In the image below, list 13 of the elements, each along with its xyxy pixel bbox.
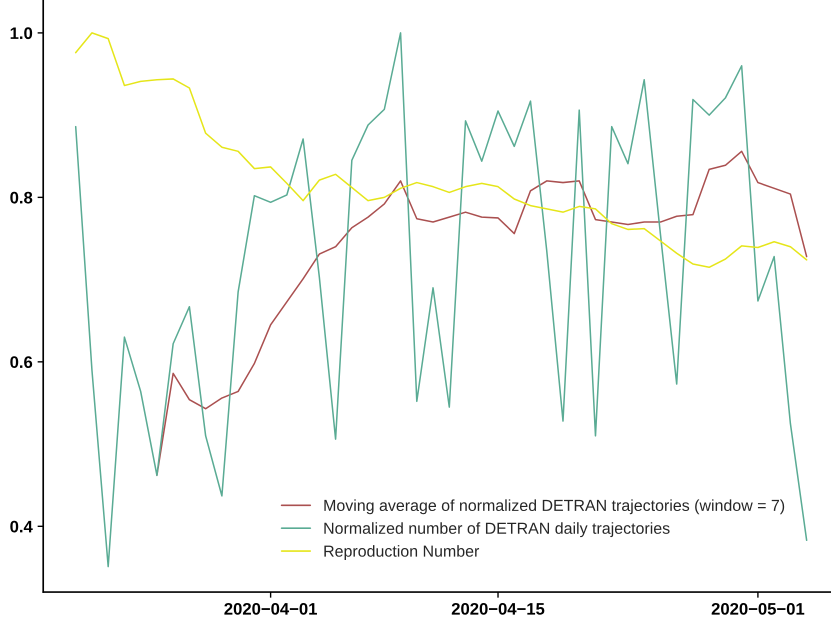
x-tick-label: 2020−05−01 [712, 602, 804, 615]
y-tick-label: 0.8 [10, 192, 32, 204]
line-series [74, 32, 808, 268]
line-series [74, 32, 808, 568]
legend-label: Reproduction Number [324, 545, 480, 560]
legend-label: Moving average of normalized DETRAN trajectories (window = 7) [324, 499, 784, 514]
y-tick-label: 0.4 [10, 520, 33, 533]
line-series [156, 150, 808, 476]
legend-label: Normalized number of DETRAN daily trajectories [324, 522, 670, 538]
x-tick-label: 2020−04−01 [224, 602, 317, 615]
y-tick-label: 1.0 [10, 27, 32, 40]
x-tick-label: 2020−04−15 [452, 602, 544, 615]
y-tick-label: 0.6 [10, 356, 32, 368]
